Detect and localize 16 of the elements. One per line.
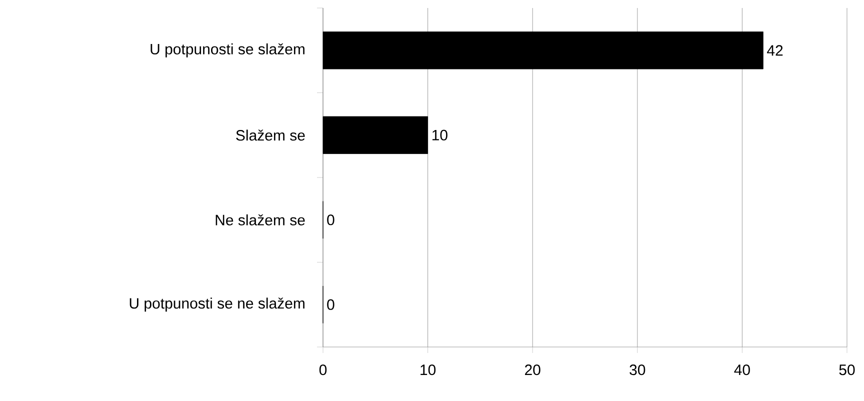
bar — [322, 116, 428, 154]
y-tick-label: Ne slažem se — [216, 214, 305, 226]
data-label: 10 — [432, 130, 448, 140]
y-tick-label: Slažem se — [236, 130, 305, 141]
data-label: 42 — [767, 45, 783, 56]
y-tick-label: U potpunosti se slažem — [150, 43, 304, 58]
x-tick-label: 20 — [525, 364, 540, 376]
x-tick-label: 30 — [630, 364, 646, 376]
x-tick-label: 40 — [734, 364, 750, 376]
x-tick-label: 50 — [839, 364, 855, 376]
data-label: 0 — [327, 214, 334, 226]
x-tick-label: 0 — [319, 364, 327, 376]
bar — [322, 32, 764, 70]
data-label: 0 — [327, 299, 334, 310]
x-tick-label: 10 — [420, 364, 436, 376]
y-tick-label: U potpunosti se ne slažem — [130, 298, 304, 312]
